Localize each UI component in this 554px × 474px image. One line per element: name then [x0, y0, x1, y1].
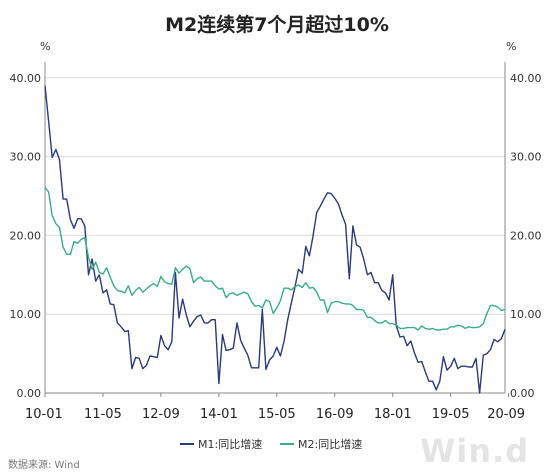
wind-watermark-logo: Win.d — [420, 432, 530, 470]
y-tick-left: 40.00 — [10, 72, 42, 85]
y-tick-right: 40.00 — [510, 72, 542, 85]
chart-title: M2连续第7个月超过10% — [165, 14, 389, 36]
grid-lines — [45, 77, 505, 394]
x-tick-labels: 10-01 11-05 12-09 14-01 15-05 16-09 18-01 19-05… — [25, 393, 525, 422]
y-tick-labels: 0.00 0.00 10.00 10.00 20.00 20.00 30.00 30.00 40… — [10, 72, 542, 400]
x-tick-label: 10-01 — [25, 407, 63, 422]
series-lines — [44, 85, 506, 394]
y-unit-left: % — [40, 40, 50, 53]
y-tick-right: 10.00 — [510, 308, 542, 321]
y-tick-left: 30.00 — [10, 151, 42, 164]
y-tick-right: 0.00 — [510, 387, 535, 400]
legend-label: M1:同比增速 — [198, 437, 262, 451]
y-tick-left: 20.00 — [10, 229, 42, 242]
y-tick-left: 0.00 — [17, 387, 42, 400]
x-tick-label: 19-05 — [432, 407, 470, 422]
series-line-m1 — [44, 85, 506, 394]
x-tick-label: 14-01 — [200, 407, 238, 422]
source-note: 数据来源: Wind — [8, 460, 80, 471]
x-tick-label: 12-09 — [142, 407, 180, 422]
x-tick-label: 16-09 — [316, 407, 354, 422]
y-tick-right: 30.00 — [510, 151, 542, 164]
legend: M1:同比增速 M2:同比增速 — [180, 437, 362, 451]
y-tick-left: 10.00 — [10, 308, 42, 321]
y-tick-right: 20.00 — [510, 229, 542, 242]
x-tick-label: 11-05 — [84, 407, 122, 422]
x-tick-label: 18-01 — [374, 407, 412, 422]
y-unit-right: % — [506, 40, 516, 53]
series-line-m2 — [44, 186, 506, 331]
x-tick-label: 20-09 — [487, 407, 525, 422]
x-tick-label: 15-05 — [258, 407, 296, 422]
axes — [44, 62, 506, 394]
legend-label: M2:同比增速 — [298, 437, 362, 451]
